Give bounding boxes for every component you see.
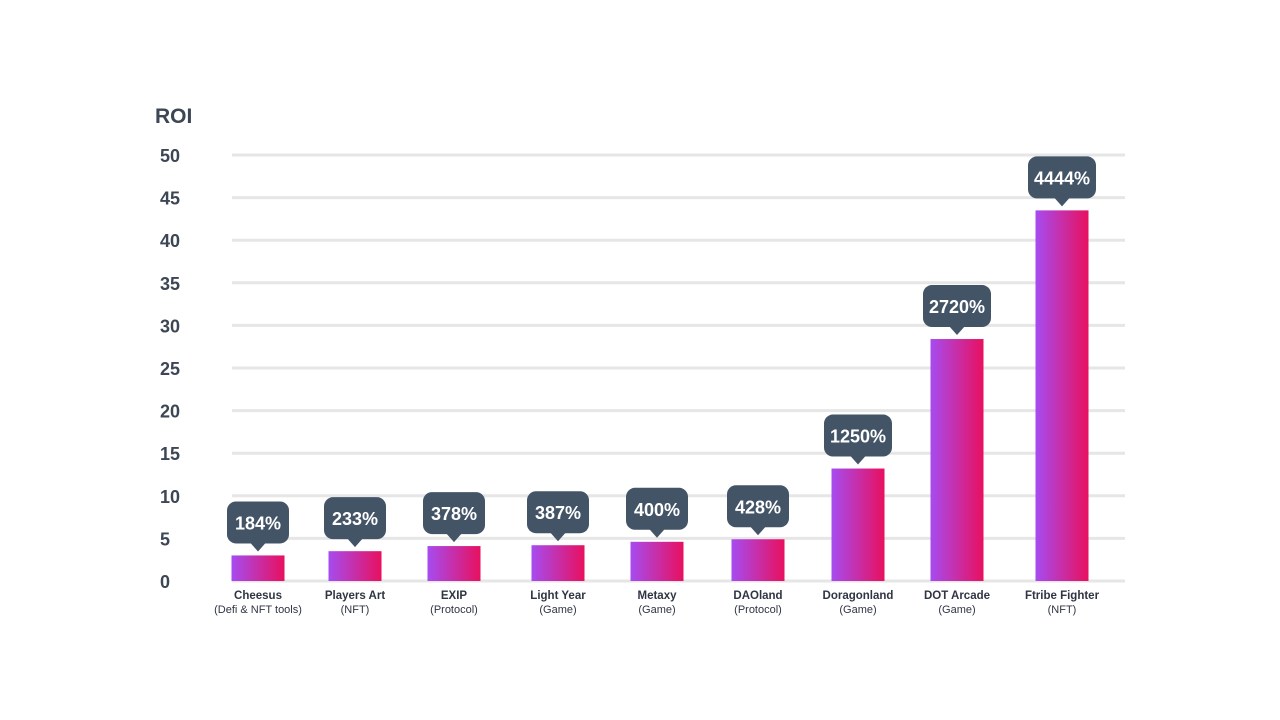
data-label: 184% — [235, 513, 281, 533]
x-category-label: Players Art — [325, 590, 385, 602]
callout-box — [423, 492, 485, 535]
y-tick-label: 20 — [160, 402, 180, 422]
callout-pointer — [446, 533, 462, 543]
y-tick-label: 30 — [160, 316, 180, 336]
callout-box — [324, 497, 386, 540]
x-category-sublabel: (Game) — [539, 604, 576, 616]
x-category-sublabel: (NFT) — [1048, 604, 1077, 616]
x-category-sublabel: (Protocol) — [734, 604, 782, 616]
x-category-label: Cheesus — [234, 590, 282, 602]
bar — [531, 545, 585, 581]
callout-pointer — [250, 542, 266, 552]
x-category-sublabel: (Game) — [638, 604, 675, 616]
x-category-label: Metaxy — [638, 590, 678, 602]
data-label: 233% — [332, 509, 378, 529]
callout-box — [923, 285, 991, 328]
value-callout: 233% — [324, 497, 386, 548]
callout-pointer — [850, 455, 866, 465]
callout-box — [824, 414, 892, 457]
x-category-label: Light Year — [530, 590, 586, 602]
x-category-label: DAOland — [733, 590, 782, 602]
y-tick-label: 15 — [160, 444, 180, 464]
data-label: 387% — [535, 503, 581, 523]
x-category-label: Doragonland — [823, 590, 894, 602]
data-label: 378% — [431, 504, 477, 524]
y-tick-label: 0 — [160, 572, 170, 592]
callout-box — [727, 485, 789, 528]
bar — [328, 551, 382, 581]
value-callout: 2720% — [923, 285, 991, 336]
callout-pointer — [649, 528, 665, 538]
y-tick-label: 10 — [160, 487, 180, 507]
callout-box — [1028, 156, 1096, 199]
y-tick-label: 40 — [160, 231, 180, 251]
y-tick-label: 50 — [160, 146, 180, 166]
data-label: 4444% — [1034, 168, 1090, 188]
value-callout: 387% — [527, 491, 589, 542]
bar — [630, 541, 684, 581]
y-tick-label: 35 — [160, 274, 180, 294]
bar — [231, 555, 285, 581]
value-callout: 428% — [727, 485, 789, 536]
callout-box — [626, 487, 688, 530]
bar — [731, 539, 785, 581]
bar — [930, 339, 984, 581]
data-label: 428% — [735, 497, 781, 517]
callout-pointer — [550, 532, 566, 542]
callout-box — [527, 491, 589, 534]
x-category-label: EXIP — [441, 590, 468, 602]
callout-pointer — [750, 526, 766, 536]
callout-pointer — [347, 538, 363, 548]
value-callout: 4444% — [1028, 156, 1096, 207]
y-tick-label: 45 — [160, 189, 180, 209]
value-callout: 400% — [626, 487, 688, 538]
data-label: 400% — [634, 500, 680, 520]
data-label: 2720% — [929, 297, 985, 317]
x-category-sublabel: (Protocol) — [430, 604, 478, 616]
bar — [1035, 210, 1089, 581]
value-callout: 378% — [423, 492, 485, 543]
bar — [427, 546, 481, 581]
x-category-label: DOT Arcade — [924, 590, 990, 602]
y-axis-title: ROI — [155, 105, 192, 128]
value-callout: 184% — [227, 501, 289, 552]
x-category-sublabel: (Game) — [938, 604, 975, 616]
callout-pointer — [1054, 197, 1070, 207]
y-tick-label: 25 — [160, 359, 180, 379]
data-label: 1250% — [830, 427, 886, 447]
x-category-label: Ftribe Fighter — [1025, 590, 1100, 602]
y-tick-label: 5 — [160, 529, 170, 549]
x-category-sublabel: (NFT) — [341, 604, 370, 616]
callout-box — [227, 501, 289, 544]
value-callout: 1250% — [824, 414, 892, 465]
x-category-sublabel: (Defi & NFT tools) — [214, 604, 302, 616]
bar — [831, 468, 885, 581]
x-category-sublabel: (Game) — [839, 604, 876, 616]
callout-pointer — [949, 326, 965, 336]
